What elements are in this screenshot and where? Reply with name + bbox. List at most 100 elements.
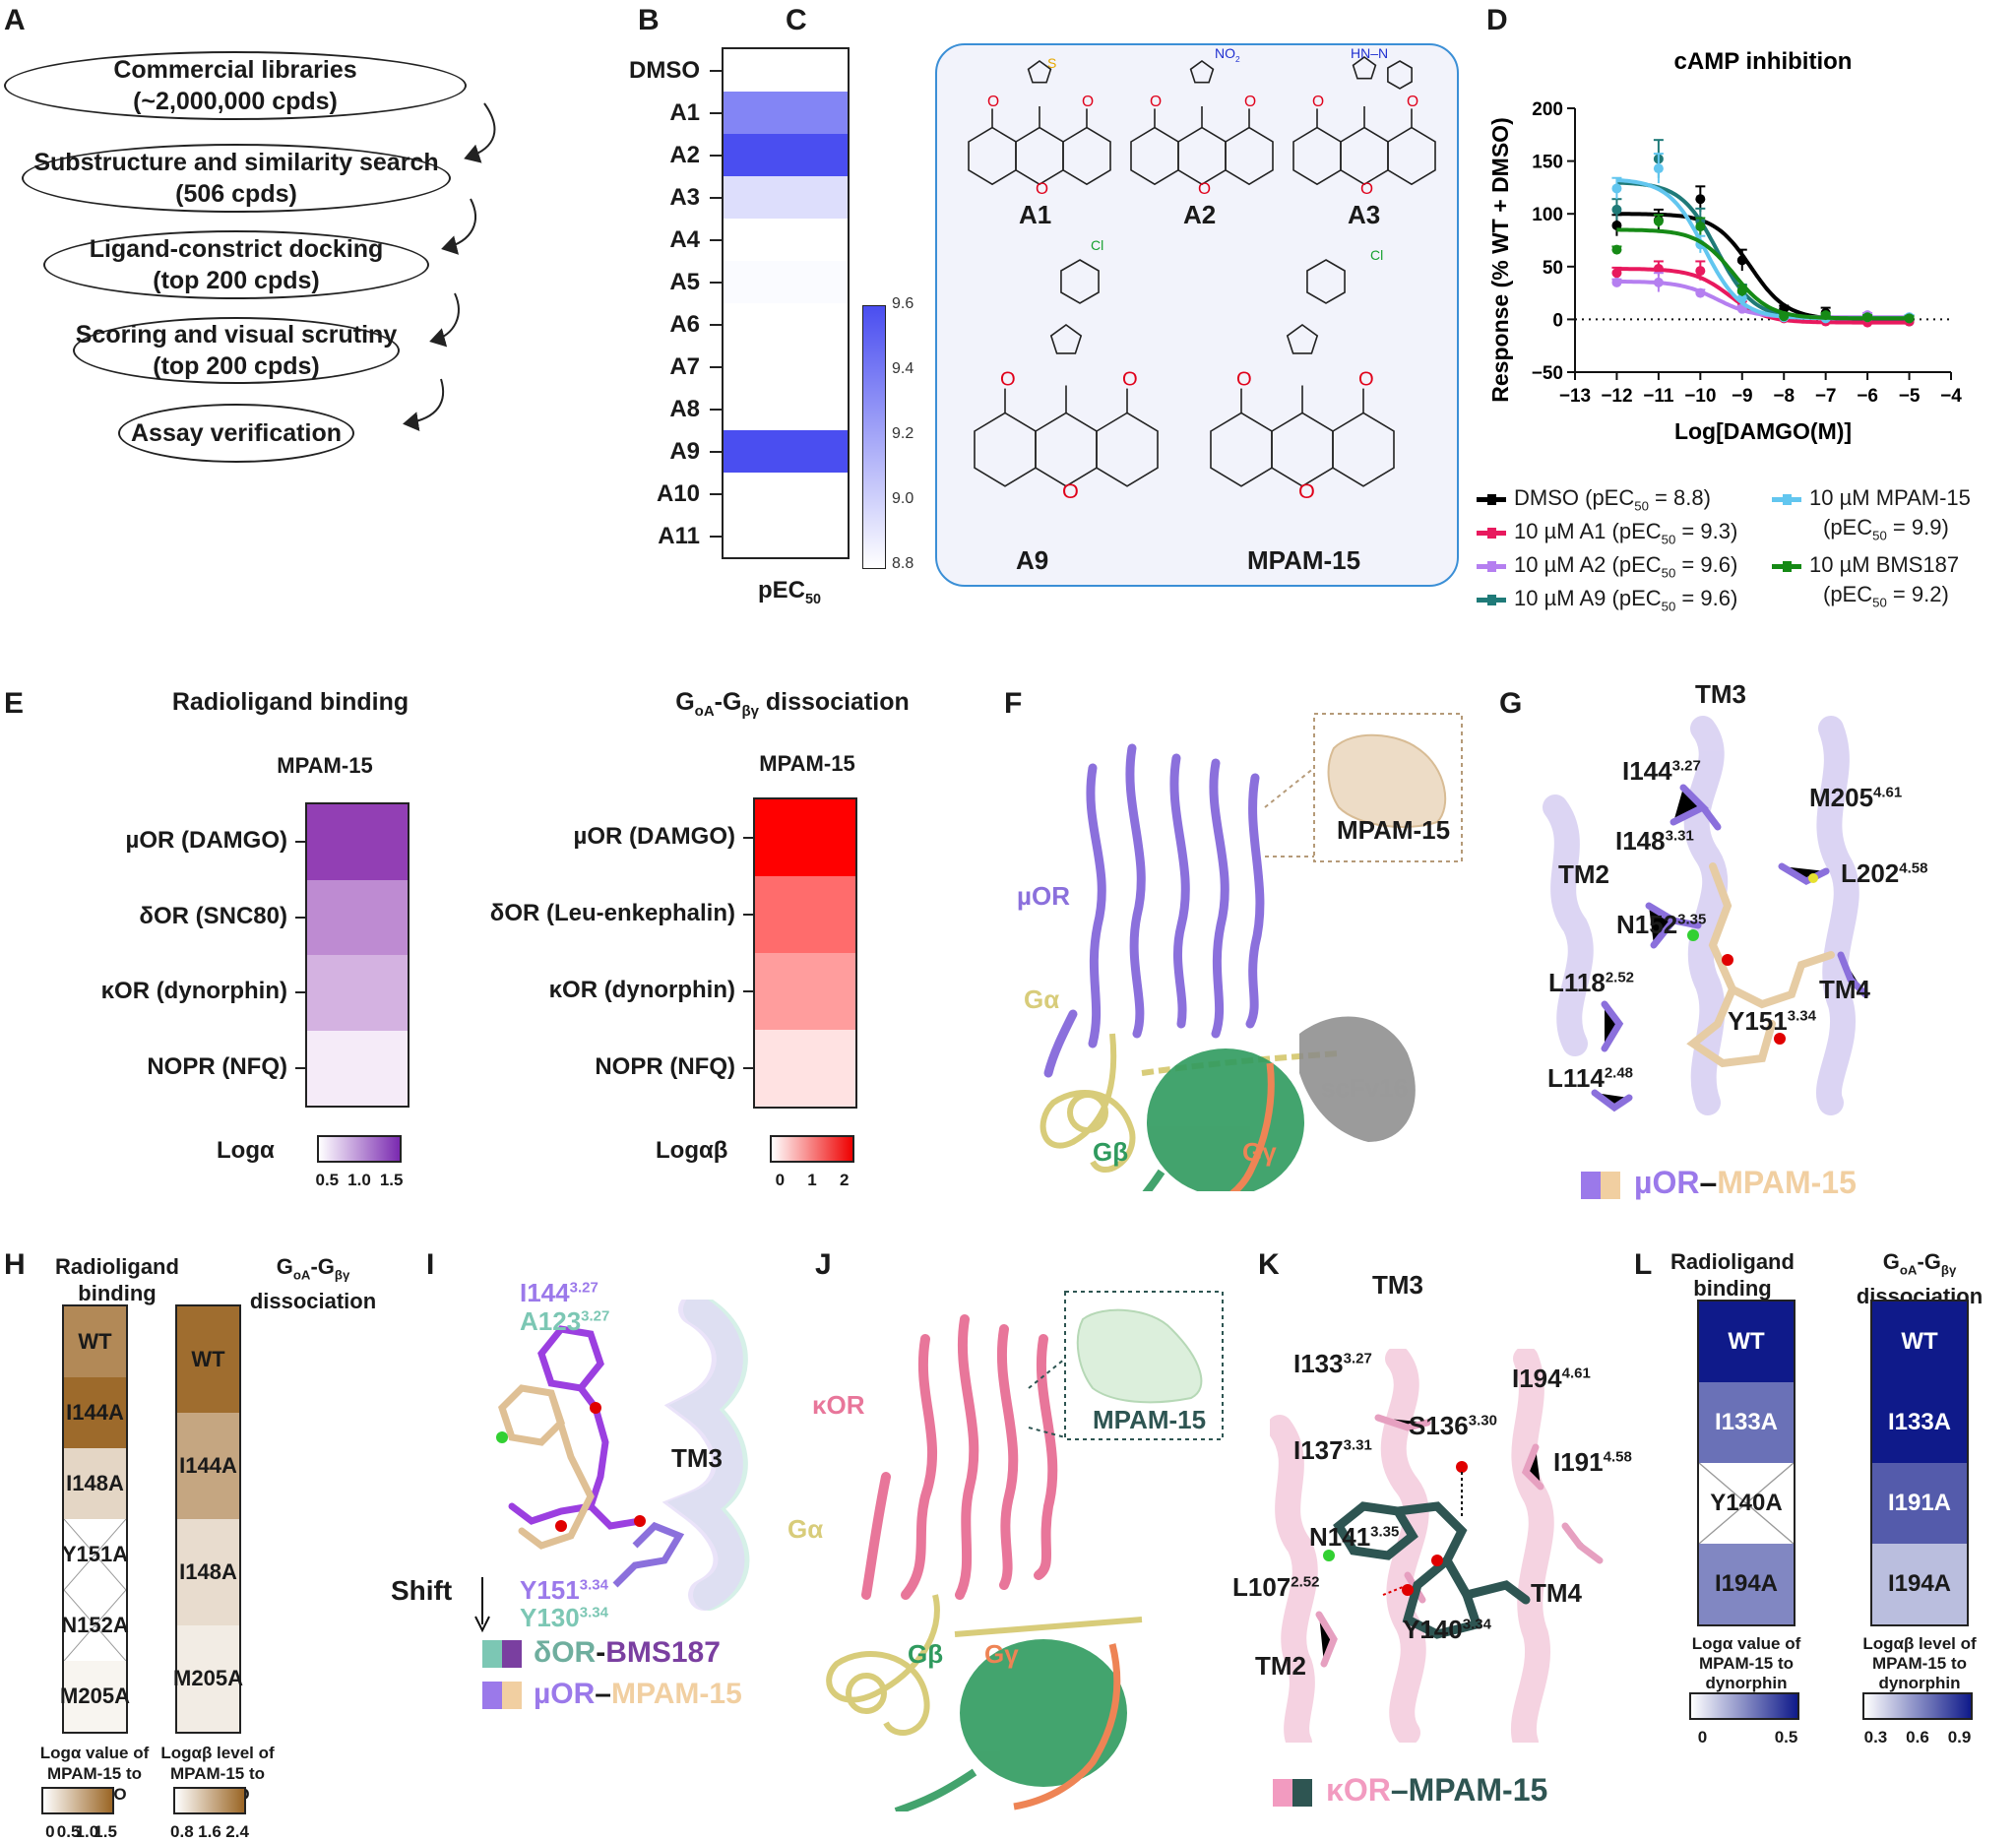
legend-name: (pEC	[1823, 582, 1873, 606]
atom-label: HN–N	[1351, 45, 1389, 61]
pec50-colorbar	[862, 305, 886, 569]
helix-label: TM2	[1255, 1651, 1306, 1681]
residue-label: Y1403.34	[1403, 1615, 1491, 1645]
complex-legend: κOR–MPAM-15	[1273, 1772, 1547, 1809]
chain-label: κOR	[812, 1390, 865, 1420]
helix-label: TM3	[671, 1443, 723, 1473]
residue-label: I1373.31	[1293, 1435, 1372, 1466]
chlorophenyl-ring	[1060, 259, 1100, 304]
colorbar-tick-label: 1.0	[75, 1822, 99, 1841]
data-point	[1862, 312, 1873, 323]
colorbar-tick-label: 1.0	[347, 1171, 371, 1189]
heatmap-cell: I194A	[1872, 1544, 1967, 1624]
chain-label: Gγ	[984, 1639, 1019, 1669]
legend-swatch	[1772, 493, 1801, 505]
axis-tick	[710, 69, 722, 72]
caption-line: dynorphin	[1878, 1674, 1961, 1692]
data-point	[1611, 277, 1622, 287]
data-point	[1820, 310, 1831, 321]
legend-name: 10 µM BMS187	[1809, 552, 1960, 577]
workflow-arrow	[464, 102, 496, 163]
shift-arrow	[474, 1577, 490, 1633]
fit-curve	[1616, 227, 1908, 321]
logab-colorbar	[770, 1135, 854, 1163]
x-tick-label: −7	[1815, 386, 1837, 407]
heatmap-cell-label: I148A	[66, 1471, 124, 1495]
workflow-step: Commercial libraries (~2,000,000 cpds)	[4, 51, 467, 120]
residue-label: L1182.52	[1548, 968, 1634, 998]
heatmap-row-label: µOR (DAMGO)	[573, 823, 735, 850]
heatmap-row-label: κOR (dynorphin)	[100, 978, 287, 1005]
heatmap-cell-label: Y140A	[1710, 1490, 1783, 1516]
furan-ring	[1049, 324, 1083, 354]
heatmap-cell	[724, 49, 848, 92]
caption-line: MPAM-15 to	[1871, 1654, 1967, 1673]
legend-tail: = 9.6)	[1675, 586, 1738, 610]
residue-bw-number: 3.27	[581, 1307, 610, 1325]
heatmap-cell-label: WT	[1728, 1328, 1765, 1355]
colorbar-tick-label: 0.9	[1947, 1728, 1972, 1747]
svg-text:O: O	[1198, 179, 1211, 198]
chain-label: µOR	[1017, 881, 1070, 911]
axis-tick	[743, 1067, 753, 1069]
heatmap-row-label: µOR (DAMGO)	[125, 827, 287, 855]
legend-dash: -	[596, 1636, 606, 1669]
residue-name: L202	[1841, 858, 1900, 888]
residue-name: S136	[1409, 1411, 1469, 1440]
workflow-arrow	[429, 292, 460, 348]
colorbar-tick-label: 0	[45, 1822, 55, 1841]
colorbar-tick-label: 0.5	[1774, 1728, 1798, 1747]
ligand-swatch	[1292, 1778, 1312, 1807]
heatmap-cell	[724, 303, 848, 346]
complex-legend: µOR–MPAM-15	[1581, 1165, 1857, 1201]
legend-sub: 50	[1661, 565, 1676, 581]
a3-scaffold: O O O	[1292, 94, 1436, 198]
residue-name: I148	[1615, 826, 1666, 856]
heatmap-cell-label: WT	[191, 1347, 225, 1371]
data-point	[1779, 311, 1790, 322]
panel-label-c: C	[786, 4, 807, 36]
phenyl-ring	[1387, 60, 1413, 90]
heatmap-cell: I191A	[1872, 1463, 1967, 1544]
radioligand-mutant-heatmap: WT I144A I148A Y151A N152A M205A	[60, 1304, 130, 1734]
shift-label: Shift	[391, 1575, 453, 1606]
legend-tail: = 8.8)	[1648, 485, 1711, 510]
ligand-density-surface	[1327, 733, 1447, 828]
swatch-b	[502, 1640, 522, 1669]
heatmap-cell-label: I194A	[1887, 1570, 1952, 1597]
a2-scaffold: O O O	[1130, 94, 1274, 198]
axis-tick	[295, 916, 305, 919]
chain-label: scFv16	[1321, 1073, 1409, 1103]
thiophene-ring	[1027, 60, 1052, 84]
heatmap-cell: M205A	[173, 1625, 243, 1732]
atom-label: Cl	[1091, 237, 1104, 253]
legend-name: 10 µM A1 (pEC	[1514, 519, 1662, 543]
workflow-step-count: (~2,000,000 cpds)	[133, 88, 338, 115]
axis-tick	[295, 991, 305, 994]
compound-name: A1	[1019, 200, 1052, 229]
heatmap-cell: I133A	[1699, 1382, 1794, 1463]
title-line: binding	[1693, 1276, 1772, 1301]
axis-tick	[743, 914, 753, 916]
caption-line: Logα value of	[39, 1744, 150, 1762]
legend-tail: = 9.9)	[1886, 515, 1949, 540]
heatmap-cell: I194A	[1699, 1544, 1794, 1624]
loga-colorbar	[317, 1135, 402, 1163]
workflow-arrow	[403, 378, 445, 432]
residue-label: Y1303.34	[520, 1603, 608, 1633]
svg-text:O: O	[1122, 369, 1138, 391]
residue-bw-number: 3.31	[1343, 1436, 1372, 1454]
workflow-step: Ligand-constrict docking (top 200 cpds)	[43, 230, 429, 299]
title-post: dissociation	[758, 688, 910, 716]
not-determined-cross	[1699, 1463, 1794, 1544]
colorbar-tick-label: 1.5	[379, 1171, 404, 1189]
fit-curve	[1616, 177, 1908, 321]
residue-bw-number: 4.61	[1561, 1365, 1591, 1382]
heatmap-cell	[724, 92, 848, 134]
heatmap-row-label: A8	[669, 395, 700, 422]
workflow-step-count: (top 200 cpds)	[153, 352, 320, 380]
data-point	[1653, 216, 1664, 226]
panel-label-j: J	[815, 1248, 832, 1281]
heatmap-cell	[755, 1030, 855, 1107]
